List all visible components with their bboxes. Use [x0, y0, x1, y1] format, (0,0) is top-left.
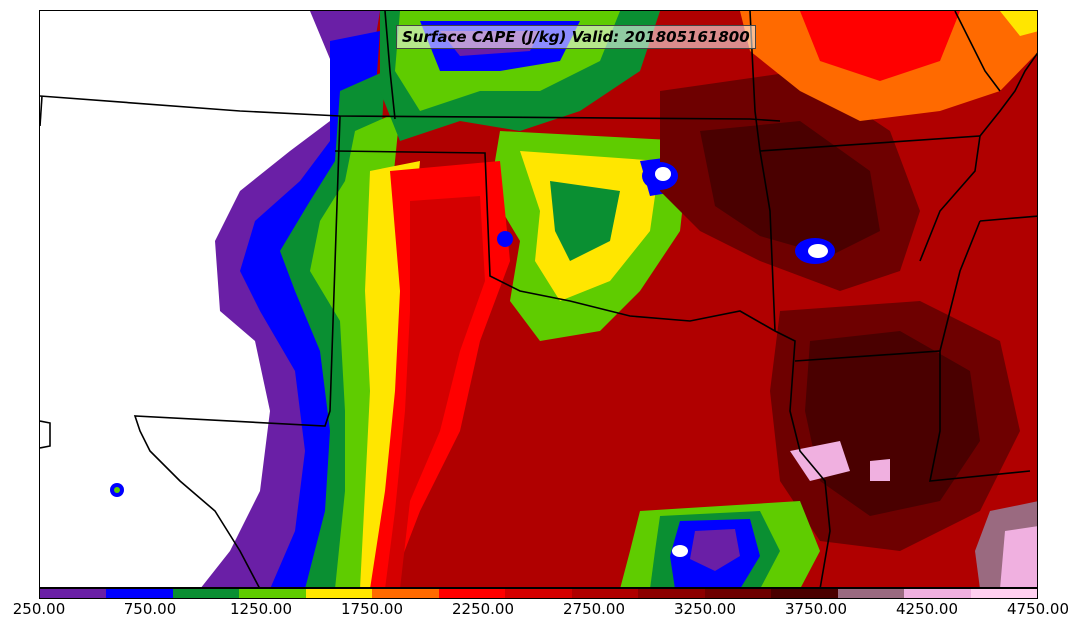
- colorbar-tick-label: 3250.00: [673, 600, 737, 618]
- colorbar-swatch: [638, 589, 705, 598]
- colorbar-swatch: [704, 589, 772, 598]
- cape-contours: [110, 11, 1037, 587]
- cape-field-map: [40, 11, 1037, 587]
- colorbar-swatch: [239, 589, 306, 598]
- colorbar-tick-label: 1750.00: [340, 600, 404, 618]
- colorbar-tick-label: 4250.00: [895, 600, 959, 618]
- colorbar-tick-label: 2750.00: [562, 600, 626, 618]
- colorbar: [39, 588, 1038, 599]
- colorbar-swatch: [372, 589, 439, 598]
- colorbar-swatch: [771, 589, 838, 598]
- colorbar-swatch: [505, 589, 572, 598]
- colorbar-swatch: [970, 589, 1038, 598]
- colorbar-swatch: [904, 589, 971, 598]
- colorbar-swatch: [106, 589, 173, 598]
- colorbar-tick-label: 3750.00: [784, 600, 848, 618]
- colorbar-swatch: [837, 589, 905, 598]
- colorbar-swatch: [40, 589, 107, 598]
- colorbar-ticks: 250.00 750.00 1250.00 1750.00 2250.00 2750.00…: [13, 600, 1069, 630]
- colorbar-swatch: [305, 589, 373, 598]
- colorbar-tick-label: 1250.00: [229, 600, 293, 618]
- map-panel: Surface CAPE (J/kg) Valid: 201805161800: [39, 10, 1038, 588]
- colorbar-tick-label: 250.00: [12, 600, 66, 618]
- colorbar-tick-label: 2250.00: [451, 600, 515, 618]
- map-title: Surface CAPE (J/kg) Valid: 201805161800: [396, 25, 756, 49]
- colorbar-swatch: [172, 589, 240, 598]
- colorbar-swatch: [438, 589, 506, 598]
- state-boundaries: [40, 11, 1037, 587]
- colorbar-swatch: [571, 589, 639, 598]
- colorbar-tick-label: 750.00: [123, 600, 177, 618]
- colorbar-tick-label: 4750.00: [1006, 600, 1070, 618]
